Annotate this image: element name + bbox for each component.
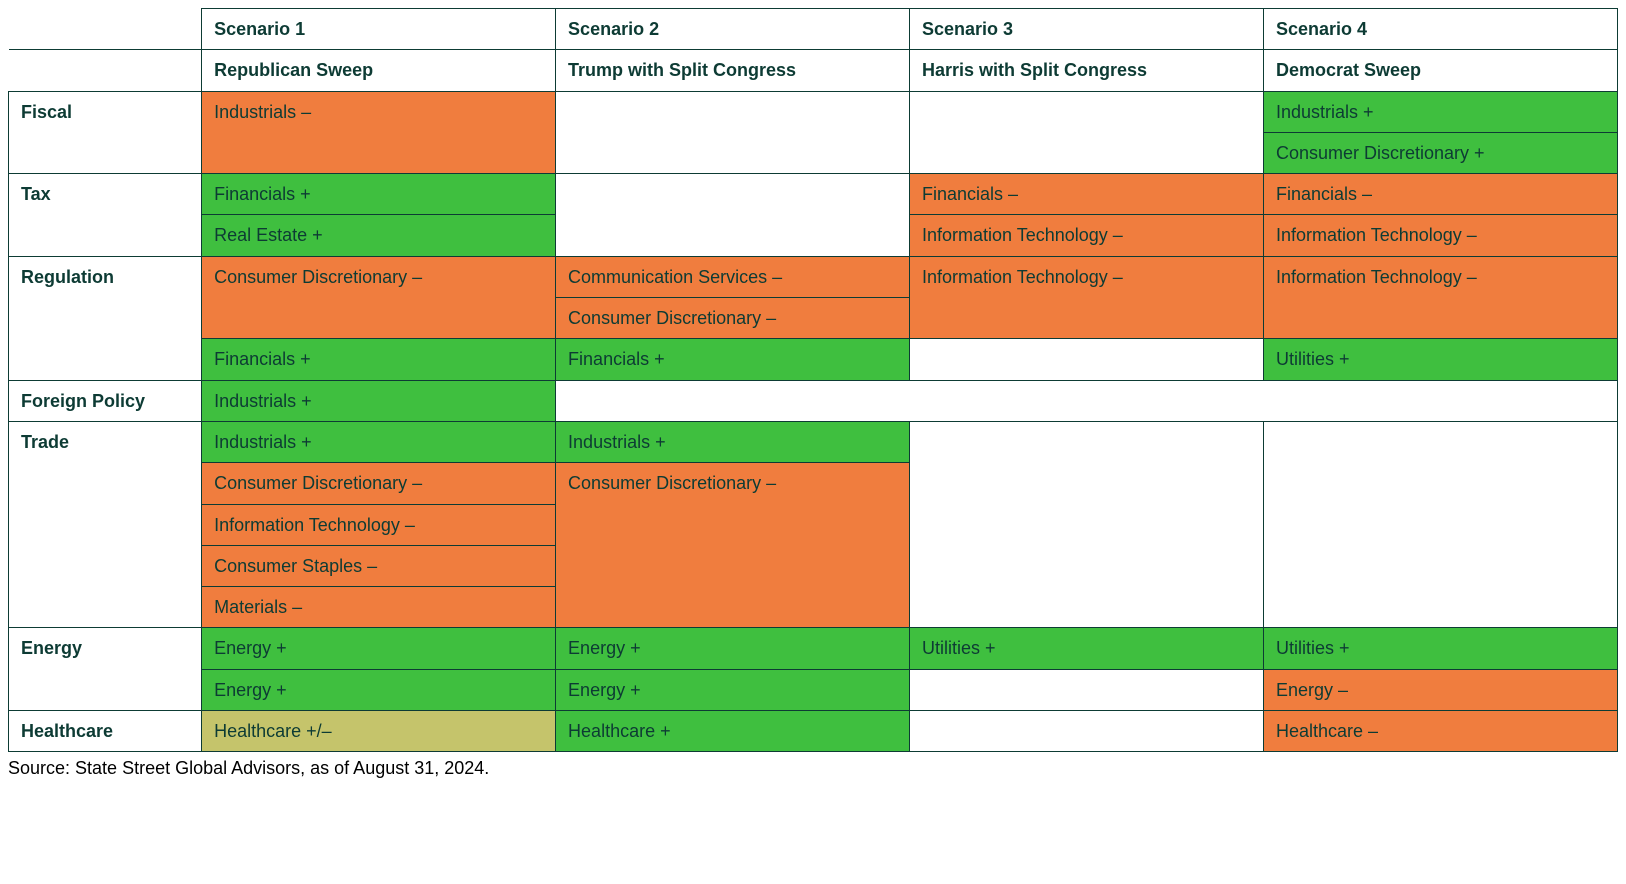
reg-s1-b: Financials + [202, 339, 556, 380]
hc-s3 [910, 711, 1264, 752]
reg-s2-a: Communication Services – [556, 256, 910, 297]
fiscal-s3 [910, 91, 1264, 174]
header-corner [9, 9, 202, 50]
header-scenario-3: Scenario 3 [910, 9, 1264, 50]
header-corner [9, 50, 202, 91]
header-scenario-4: Scenario 4 [1263, 9, 1617, 50]
fiscal-s1: Industrials – [202, 91, 556, 174]
trade-s1-a: Industrials + [202, 421, 556, 462]
tax-s3-b: Information Technology – [910, 215, 1264, 256]
category-healthcare: Healthcare [9, 711, 202, 752]
fp-s1: Industrials + [202, 380, 556, 421]
header-name-3: Harris with Split Congress [910, 50, 1264, 91]
trade-s4 [1263, 421, 1617, 627]
energy-s4-b: Energy – [1263, 669, 1617, 710]
energy-s1-a: Energy + [202, 628, 556, 669]
trade-s3 [910, 421, 1264, 627]
fiscal-s4-a: Industrials + [1263, 91, 1617, 132]
tax-s2 [556, 174, 910, 257]
reg-s1-a: Consumer Discretionary – [202, 256, 556, 339]
tax-s4-a: Financials – [1263, 174, 1617, 215]
reg-s4-b: Utilities + [1263, 339, 1617, 380]
category-energy: Energy [9, 628, 202, 711]
trade-s1-c: Information Technology – [202, 504, 556, 545]
hc-s1: Healthcare +/– [202, 711, 556, 752]
trade-s1-d: Consumer Staples – [202, 545, 556, 586]
category-regulation: Regulation [9, 256, 202, 380]
hc-s4: Healthcare – [1263, 711, 1617, 752]
reg-s3-a: Information Technology – [910, 256, 1264, 339]
energy-s2-b: Energy + [556, 669, 910, 710]
header-scenario-1: Scenario 1 [202, 9, 556, 50]
category-fiscal: Fiscal [9, 91, 202, 174]
header-scenario-2: Scenario 2 [556, 9, 910, 50]
trade-s2-b: Consumer Discretionary – [556, 463, 910, 628]
trade-s1-b: Consumer Discretionary – [202, 463, 556, 504]
reg-s2-b: Consumer Discretionary – [556, 298, 910, 339]
trade-s2-a: Industrials + [556, 421, 910, 462]
reg-s3-b [910, 339, 1264, 380]
fiscal-s2 [556, 91, 910, 174]
fp-s234 [556, 380, 1618, 421]
tax-s4-b: Information Technology – [1263, 215, 1617, 256]
header-row-scenario-number: Scenario 1 Scenario 2 Scenario 3 Scenari… [9, 9, 1618, 50]
reg-s2-c: Financials + [556, 339, 910, 380]
tax-s1-b: Real Estate + [202, 215, 556, 256]
category-tax: Tax [9, 174, 202, 257]
header-row-scenario-name: Republican Sweep Trump with Split Congre… [9, 50, 1618, 91]
energy-s1-b: Energy + [202, 669, 556, 710]
category-foreign-policy: Foreign Policy [9, 380, 202, 421]
category-trade: Trade [9, 421, 202, 627]
fiscal-s4-b: Consumer Discretionary + [1263, 132, 1617, 173]
tax-s3-a: Financials – [910, 174, 1264, 215]
energy-s4-a: Utilities + [1263, 628, 1617, 669]
header-name-1: Republican Sweep [202, 50, 556, 91]
reg-s4-a: Information Technology – [1263, 256, 1617, 339]
trade-s1-e: Materials – [202, 587, 556, 628]
hc-s2: Healthcare + [556, 711, 910, 752]
energy-s3-b [910, 669, 1264, 710]
tax-s1-a: Financials + [202, 174, 556, 215]
header-name-2: Trump with Split Congress [556, 50, 910, 91]
header-name-4: Democrat Sweep [1263, 50, 1617, 91]
energy-s3-a: Utilities + [910, 628, 1264, 669]
energy-s2-a: Energy + [556, 628, 910, 669]
source-note: Source: State Street Global Advisors, as… [8, 758, 1618, 779]
scenario-table: Scenario 1 Scenario 2 Scenario 3 Scenari… [8, 8, 1618, 752]
